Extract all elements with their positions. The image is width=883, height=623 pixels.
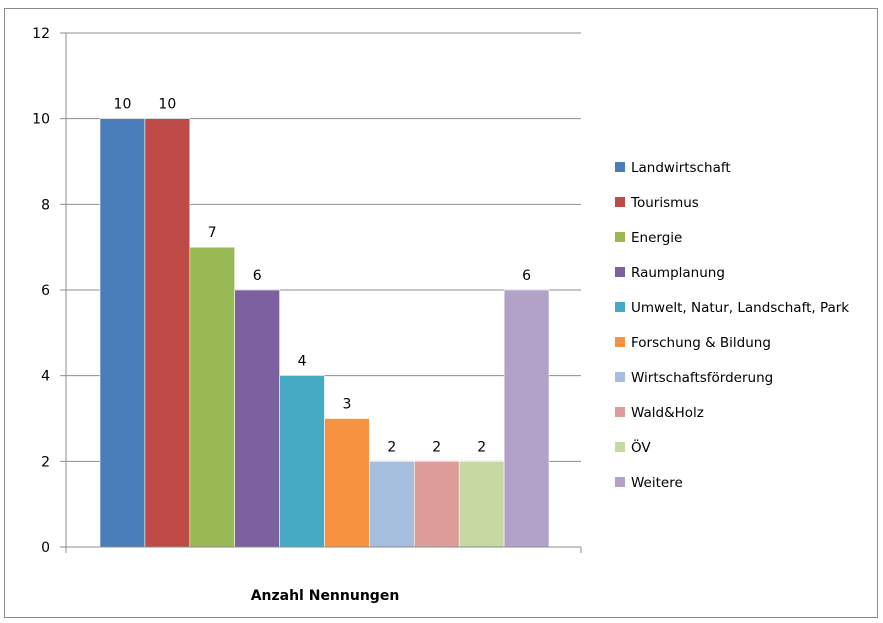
chart-frame: 10 10 7 6 4 3 2 2 2 6 0 2 4 6 8 10 12 Anzahl Nennungen … bbox=[4, 8, 878, 618]
bar-4 bbox=[234, 289, 280, 548]
legend-swatch bbox=[615, 162, 625, 172]
legend-label: ÖV bbox=[631, 438, 651, 456]
data-label: 10 bbox=[114, 97, 132, 113]
bar-5 bbox=[279, 375, 325, 548]
bar-1 bbox=[99, 118, 146, 548]
x-axis-label: Anzahl Nennungen bbox=[251, 588, 400, 604]
bar-2 bbox=[144, 118, 191, 548]
legend-swatch bbox=[615, 372, 625, 382]
legend: Landwirtschaft Tourismus Energie Raumplanun… bbox=[615, 160, 849, 491]
legend-label: Wald&Holz bbox=[631, 405, 704, 421]
bar-7 bbox=[369, 461, 415, 548]
data-labels: 10 10 7 6 4 3 2 2 2 6 bbox=[114, 97, 532, 456]
legend-label: Weitere bbox=[631, 475, 683, 491]
axes bbox=[60, 32, 582, 553]
legend-swatch bbox=[615, 302, 625, 312]
legend-label: Forschung & Bildung bbox=[631, 335, 771, 351]
legend-label: Energie bbox=[631, 230, 682, 246]
data-label: 3 bbox=[342, 397, 351, 413]
legend-swatch bbox=[615, 407, 625, 417]
y-tick-label: 8 bbox=[41, 197, 50, 213]
bar-3 bbox=[189, 246, 236, 548]
data-label: 6 bbox=[253, 268, 262, 284]
bars bbox=[99, 118, 550, 548]
legend-label: Wirtschaftsförderung bbox=[631, 370, 773, 386]
legend-swatch bbox=[615, 232, 625, 242]
bar-9 bbox=[458, 461, 505, 548]
y-tick-label: 10 bbox=[32, 112, 50, 128]
y-tick-label: 0 bbox=[41, 540, 50, 556]
y-tick-labels: 0 2 4 6 8 10 12 bbox=[32, 26, 50, 556]
y-tick-label: 2 bbox=[41, 454, 50, 470]
y-tick-label: 12 bbox=[32, 26, 50, 42]
legend-label: Raumplanung bbox=[631, 265, 725, 281]
data-label: 2 bbox=[477, 439, 486, 455]
legend-swatch bbox=[615, 197, 625, 207]
bar-6 bbox=[324, 418, 370, 548]
data-label: 2 bbox=[432, 439, 441, 455]
legend-swatch bbox=[615, 337, 625, 347]
data-label: 2 bbox=[387, 439, 396, 455]
y-tick-label: 6 bbox=[41, 283, 50, 299]
legend-label: Umwelt, Natur, Landschaft, Park bbox=[631, 300, 849, 316]
data-label: 10 bbox=[158, 97, 176, 113]
legend-swatch bbox=[615, 477, 625, 487]
legend-swatch bbox=[615, 442, 625, 452]
legend-label: Tourismus bbox=[630, 195, 699, 211]
bar-8 bbox=[413, 461, 460, 548]
y-tick-label: 4 bbox=[41, 369, 50, 385]
data-label: 4 bbox=[298, 354, 307, 370]
data-label: 6 bbox=[522, 268, 531, 284]
legend-swatch bbox=[615, 267, 625, 277]
bar-10 bbox=[503, 289, 550, 548]
data-label: 7 bbox=[208, 225, 217, 241]
legend-label: Landwirtschaft bbox=[631, 160, 731, 176]
